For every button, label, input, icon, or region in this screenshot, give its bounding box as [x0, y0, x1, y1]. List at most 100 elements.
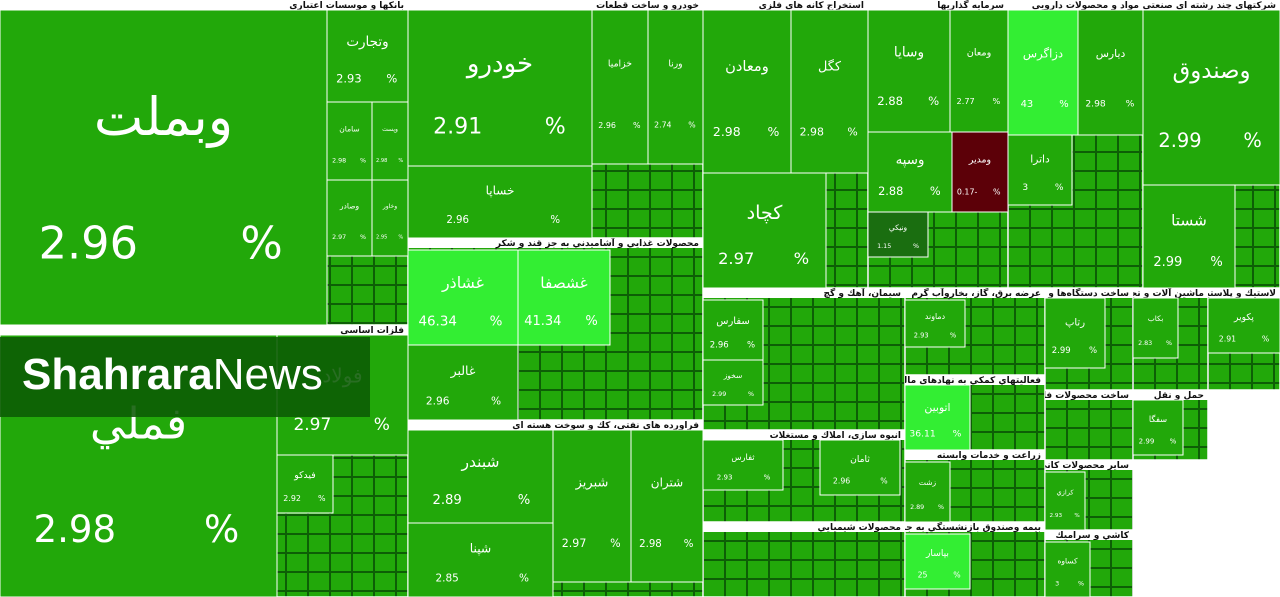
tile-value: 25 — [918, 570, 928, 579]
tile — [905, 533, 971, 590]
tile-value: 2.95 — [376, 235, 387, 241]
tile-unit: % — [1126, 98, 1135, 109]
tile — [1045, 541, 1091, 597]
tile-unit: % — [764, 473, 771, 482]
tile-name: وبملت — [94, 87, 233, 148]
tile — [868, 211, 929, 258]
tile — [552, 429, 632, 583]
sector: فعاليتهاي كمكي به نهادهاي مالي واسط اتوبي… — [864, 375, 1045, 450]
tile-name: بكاب — [1148, 314, 1164, 323]
tile-unit: % — [1055, 183, 1064, 193]
sector-header — [1008, 0, 1143, 10]
tile-unit: % — [938, 503, 944, 511]
tile-unit: % — [993, 96, 1001, 106]
watermark-normal: News — [213, 350, 323, 399]
sector: عرضه برق، گاز، بخاروآب گرم دماوند 2.93% — [905, 287, 1045, 375]
sector-title: ماشين آلات و تجهيزات — [1103, 287, 1204, 299]
sector-header — [868, 0, 1008, 10]
tile-unit: % — [1243, 129, 1261, 152]
tile — [1045, 297, 1106, 369]
sector: زراعت و خدمات وابسته زشت 2.89% — [905, 450, 1045, 522]
tile — [408, 165, 593, 238]
tile-value: 2.93 — [717, 473, 733, 482]
tile-unit: % — [550, 215, 560, 226]
tile — [591, 9, 649, 165]
tile-name: وسايا — [894, 45, 924, 61]
tile — [276, 454, 334, 514]
sector-header — [905, 288, 1045, 298]
tile-value: 2.93 — [336, 72, 362, 86]
sector-title: عرضه برق، گاز، بخاروآب گرم — [911, 287, 1041, 299]
tile-unit: % — [1089, 346, 1097, 356]
tile-name: داترا — [1030, 153, 1050, 166]
tile-name: سامان — [339, 124, 359, 133]
sector-title: حمل و نقل — [1154, 391, 1204, 401]
sector-header — [0, 325, 408, 335]
sector-title: مواد و محصولات دارويي — [1032, 1, 1139, 11]
sector-title: محصولات شيميايي — [817, 523, 901, 533]
tile — [790, 9, 868, 174]
tile-value: 0.17- — [957, 188, 978, 197]
sector-header — [408, 0, 703, 10]
tile-unit: % — [398, 158, 403, 164]
sector-header — [703, 522, 905, 532]
sector: كاشي و سراميك كساوه 3% — [1045, 530, 1133, 597]
sector-header — [1045, 288, 1133, 298]
tile-name: ومدير — [968, 155, 991, 166]
sector: بيمه وصندوق بازنشستگي به جزتامين اجتماعي… — [835, 521, 1045, 597]
sector-header — [0, 0, 408, 10]
sector: سرمايه گذاريها وسايا 2.88 % ومعان 2.77 % وسپه 2.… — [868, 0, 1008, 288]
tile-unit: % — [386, 72, 397, 86]
sector-background — [703, 522, 905, 597]
tile-unit: % — [930, 184, 941, 198]
tile-value: 2.99 — [712, 390, 726, 398]
tile-name: سفگا — [1149, 414, 1167, 424]
sector-title: استخراج كانه هاي فلزي — [759, 1, 864, 11]
tile — [408, 429, 554, 524]
sector: لاستيك و پلاستيك پكوير 2.91% — [1208, 288, 1280, 390]
tile-unit: % — [748, 390, 754, 398]
sector: حمل و نقل سفگا 2.99% — [1133, 390, 1208, 460]
tile-name: وخاور — [382, 203, 397, 210]
sector-header — [1045, 390, 1133, 400]
tile-value: 2.74 — [654, 121, 671, 130]
tile-value: 3 — [1022, 183, 1028, 193]
sector: سيمان، آهك و گچ سفارس 2.96 % سخوز 2.99% — [703, 288, 905, 430]
sector-title: بيمه وصندوق بازنشستگي به جزتامين اجتماعي — [835, 521, 1041, 533]
tile-unit: % — [688, 121, 695, 130]
tile-value: 41.34 — [524, 314, 561, 329]
tile-value: 2.98 — [1085, 98, 1106, 109]
sector: خودرو و ساخت قطعات خودرو 2.91 % خساپا 2.96 % خز… — [408, 0, 703, 238]
tile-value: 2.92 — [283, 494, 301, 503]
tile-value: 2.96 — [833, 476, 850, 485]
tile — [905, 461, 951, 522]
tile-name: ورنا — [668, 58, 682, 69]
sector-title: فعاليتهاي كمكي به نهادهاي مالي واسط — [864, 376, 1041, 386]
tile-name: خساپا — [486, 184, 515, 198]
tile-unit: % — [633, 121, 641, 130]
tile-value: 2.98 — [713, 124, 741, 139]
tile-unit: % — [993, 188, 1001, 197]
tile — [905, 384, 971, 450]
tile-value: 2.96 — [39, 217, 138, 269]
tile — [326, 179, 373, 257]
tile-unit: % — [545, 114, 566, 140]
tile-unit: % — [360, 157, 366, 165]
tile-name: ومعادن — [725, 58, 769, 75]
sector-header — [703, 288, 905, 298]
sector-title: زراعت و خدمات وابسته — [937, 451, 1041, 461]
tile-value: 2.99 — [1139, 436, 1155, 445]
tile-unit: % — [519, 573, 529, 585]
tile-value: 2.96 — [598, 121, 616, 130]
tile-name: شتران — [651, 476, 683, 491]
tile — [647, 9, 703, 165]
tile-value: 2.98 — [800, 125, 824, 138]
tile-name: سخوز — [723, 371, 743, 380]
tile — [1208, 297, 1280, 354]
sector: ساير محصولات كاني غيرفلزي كرازي 2.93% — [1045, 460, 1133, 530]
tile — [905, 299, 966, 348]
tile-name: وصادر — [339, 202, 360, 211]
tile-value: 2.93 — [914, 331, 929, 339]
tile-name: ثفارس — [731, 452, 755, 462]
tile-value: 2.89 — [433, 493, 462, 508]
